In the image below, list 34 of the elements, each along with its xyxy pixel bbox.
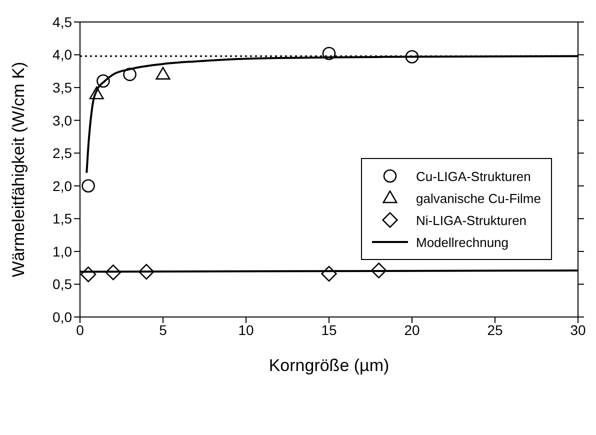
x-axis-title: Korngröße (µm)	[268, 356, 390, 375]
point	[370, 262, 387, 278]
point	[321, 266, 337, 282]
y-tick-label: 3,5	[52, 80, 72, 96]
x-tick-label: 5	[159, 322, 168, 338]
y-tick-label: 3,0	[52, 112, 72, 128]
point	[138, 264, 154, 280]
y-tick-label: 4,5	[52, 14, 72, 30]
point	[89, 86, 104, 100]
y-tick-label: 1,0	[52, 243, 72, 260]
legend-label: Modellrechnung	[416, 234, 509, 250]
point	[105, 264, 122, 280]
x-tick-label: 25	[487, 322, 503, 338]
point	[405, 50, 419, 64]
y-tick-label: 0,0	[52, 308, 72, 325]
y-tick-label: 1,5	[52, 210, 72, 227]
legend-label: Cu-LIGA-Strukturen	[416, 168, 531, 184]
point	[123, 68, 136, 82]
y-tick-label: 2,5	[52, 145, 72, 162]
x-tick-label: 20	[404, 322, 420, 338]
x-tick-label: 0	[76, 322, 84, 338]
x-tick-label: 30	[570, 322, 586, 338]
x-tick-label: 15	[321, 322, 337, 338]
point	[156, 66, 170, 80]
point	[322, 46, 336, 60]
y-axis-title: Wärmeleitfähigkeit (W/cm K)	[9, 62, 28, 278]
point	[80, 266, 96, 282]
y-tick-label: 4,0	[52, 46, 72, 63]
legend-label: galvanische Cu-Filme	[416, 190, 541, 206]
point	[96, 74, 110, 88]
y-tick-label: 0,5	[52, 276, 72, 292]
y-tick-label: 2,0	[52, 178, 72, 194]
legend-label: Ni-LIGA-Strukturen	[416, 212, 527, 228]
x-tick-label: 10	[238, 322, 254, 338]
